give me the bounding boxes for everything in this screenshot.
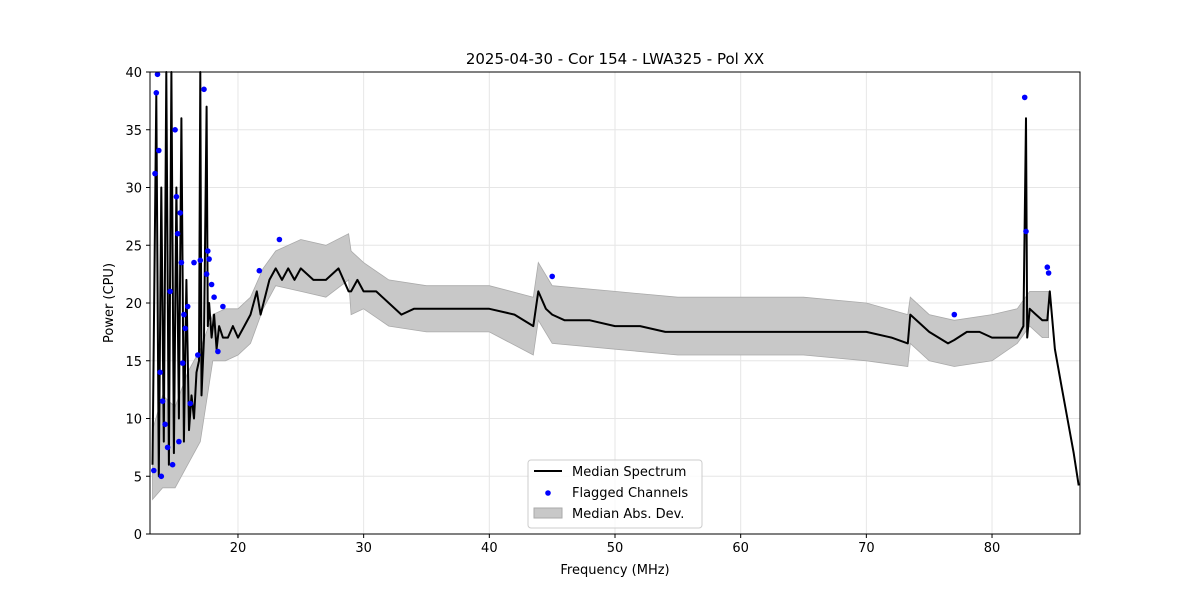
y-tick-label: 20 [125,297,142,312]
flagged-channel-point [182,325,188,332]
y-tick-label: 40 [125,66,142,81]
y-tick-label: 25 [125,239,142,254]
y-tick-label: 15 [125,355,142,370]
flagged-channel-point [157,369,163,376]
flagged-channel-point [159,398,166,405]
flagged-channel-point [201,86,207,93]
chart-title: 2025-04-30 - Cor 154 - LWA325 - Pol XX [466,50,764,68]
legend: Median Spectrum Flagged Channels Median … [527,459,703,529]
x-axis-ticks: 20 30 40 50 60 70 80 [230,534,1001,556]
x-tick-label: 50 [607,541,624,556]
flagged-channel-point [206,256,212,262]
flagged-channel-point [197,257,204,264]
flagged-channel-point [211,294,217,301]
flagged-channel-point [152,170,158,177]
flagged-channel-point [173,193,180,200]
y-tick-label: 0 [134,528,142,543]
x-tick-label: 30 [355,541,372,556]
flagged-channel-point [177,210,183,216]
flagged-channel-point [153,90,160,96]
flagged-channel-point [195,352,201,358]
flagged-channel-point [1044,264,1051,271]
y-axis-label: Power (CPU) [102,263,117,343]
mad-band [152,233,1049,501]
flagged-channel-point [951,311,958,318]
flagged-channel-point [167,288,173,295]
x-tick-label: 70 [858,541,875,556]
legend-label-mad: Median Abs. Dev. [572,507,684,522]
flagged-channel-point [203,271,210,277]
flagged-channel-point [276,236,283,243]
flagged-channel-point [176,438,182,445]
x-tick-label: 40 [481,541,498,556]
flagged-channel-point [156,147,162,154]
flagged-channel-point [154,71,161,78]
flagged-channel-point [256,267,263,274]
legend-swatch-flagged [545,490,551,496]
flagged-channel-point [205,248,211,254]
flagged-channel-point [162,421,168,428]
flagged-channel-point [174,230,181,237]
flagged-channel-point [208,281,215,288]
flagged-channel-point [1021,94,1028,101]
legend-swatch-mad [533,507,563,519]
x-tick-label: 60 [732,541,749,556]
flagged-channel-point [172,127,178,133]
flagged-channel-point [181,311,187,318]
legend-label-flagged: Flagged Channels [572,486,688,501]
flagged-channels-group [151,71,1052,480]
flagged-channel-point [179,360,186,366]
flagged-channel-point [220,303,226,310]
legend-label-median: Median Spectrum [572,465,686,480]
y-tick-label: 5 [134,470,142,485]
flagged-channel-point [164,444,171,451]
y-axis-ticks: 0 5 10 15 20 25 30 35 40 [125,66,150,543]
flagged-channel-point [184,303,191,310]
x-axis-label: Frequency (MHz) [560,563,669,578]
median-spectrum-group [151,71,1080,486]
flagged-channel-point [1023,228,1029,235]
flagged-channel-point [549,273,555,280]
flagged-channel-point [178,259,185,266]
flagged-channel-point [187,400,193,407]
flagged-channel-point [215,348,221,355]
x-tick-label: 80 [984,541,1001,556]
y-tick-label: 10 [125,413,142,428]
flagged-channel-point [151,467,157,474]
median-spectrum-line [151,71,1080,486]
y-tick-label: 35 [125,124,142,139]
x-tick-label: 20 [230,541,247,556]
y-tick-label: 30 [125,182,142,197]
flagged-channel-point [169,461,176,468]
mad-band-group [152,233,1049,501]
flagged-channel-point [191,259,197,266]
flagged-channel-point [158,473,165,480]
legend-box [527,459,703,529]
flagged-channel-point [1045,270,1052,276]
